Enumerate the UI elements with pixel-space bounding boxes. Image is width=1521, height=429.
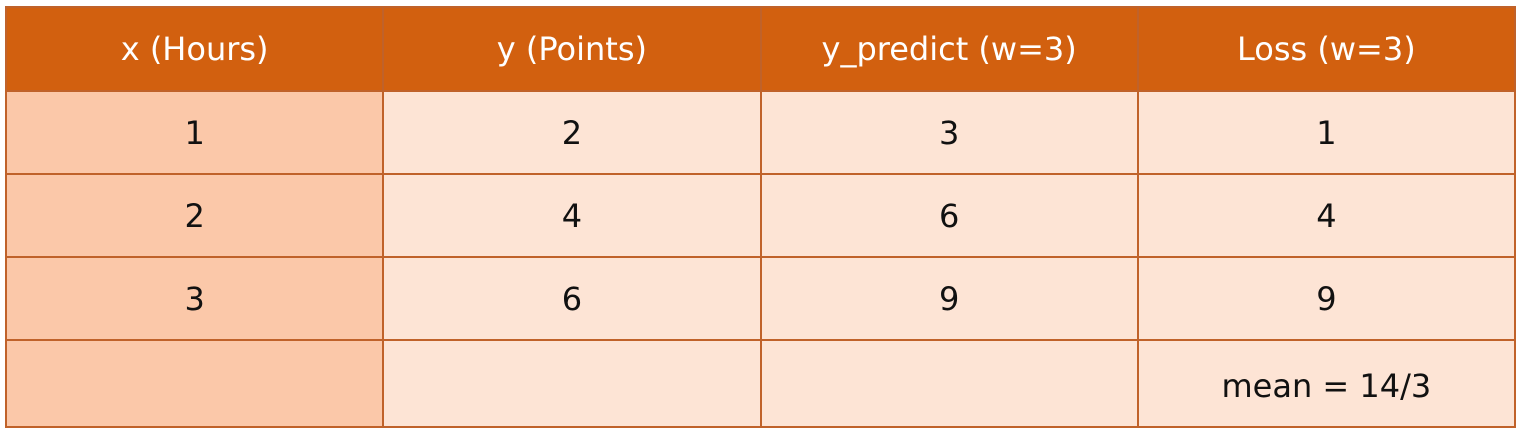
table-row: 1 2 3 1: [4, 90, 1517, 175]
table-cell-empty: [4, 339, 385, 428]
table-row-summary: mean = 14/3: [4, 339, 1517, 428]
table-row: 2 4 6 4: [4, 173, 1517, 258]
table-cell: 6: [382, 256, 762, 341]
table-cell: 1: [4, 90, 385, 175]
table-cell: 2: [382, 90, 762, 175]
table-cell: 9: [759, 256, 1139, 341]
table-cell-empty: [759, 339, 1139, 428]
header-row: x (Hours) y (Points) y_predict (w=3) Los…: [4, 6, 1517, 92]
table-cell: 3: [4, 256, 385, 341]
loss-table: x (Hours) y (Points) y_predict (w=3) Los…: [4, 6, 1517, 428]
data-table-container: x (Hours) y (Points) y_predict (w=3) Los…: [4, 6, 1517, 428]
table-row: 3 6 9 9: [4, 256, 1517, 341]
header-cell-loss: Loss (w=3): [1136, 6, 1517, 92]
table-cell: 9: [1136, 256, 1517, 341]
table-cell-empty: [382, 339, 762, 428]
header-cell-y-predict: y_predict (w=3): [759, 6, 1139, 92]
table-cell: 1: [1136, 90, 1517, 175]
header-cell-y: y (Points): [382, 6, 762, 92]
table-cell: 2: [4, 173, 385, 258]
table-cell: 4: [382, 173, 762, 258]
mean-loss-cell: mean = 14/3: [1136, 339, 1517, 428]
header-cell-x: x (Hours): [4, 6, 385, 92]
table-cell: 6: [759, 173, 1139, 258]
table-cell: 4: [1136, 173, 1517, 258]
table-cell: 3: [759, 90, 1139, 175]
